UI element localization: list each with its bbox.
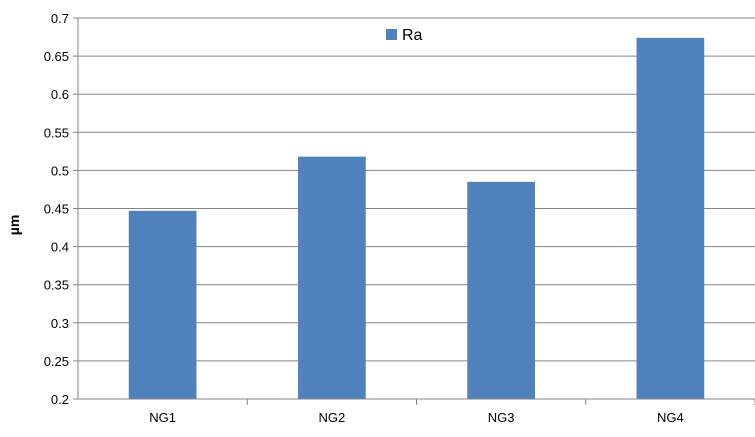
y-tick-label-0.7: 0.7 [51,11,69,26]
legend-label-ra: Ra [402,27,423,44]
y-tick-label-0.45: 0.45 [44,202,69,217]
y-tick-label-0.55: 0.55 [44,125,69,140]
y-tick-labels: 0.2 0.25 0.3 0.35 0.4 0.45 0.5 0.55 0.6 0.65 0.7 [44,11,69,407]
x-tick-labels: NG1 NG2 NG3 NG4 [149,410,683,425]
y-tick-label-0.5: 0.5 [51,163,69,178]
legend: Ra [386,27,423,44]
y-tick-label-0.2: 0.2 [51,392,69,407]
y-tick-label-0.35: 0.35 [44,278,69,293]
x-tick-label-ng2: NG2 [319,410,346,425]
y-tick-label-0.6: 0.6 [51,87,69,102]
bar-ng2 [298,156,366,399]
legend-swatch-ra [386,29,397,40]
y-axis-label: µm [6,215,22,236]
x-tick-label-ng4: NG4 [657,410,684,425]
y-tick-label-0.4: 0.4 [51,240,69,255]
bar-ng4 [636,37,705,399]
x-tick-label-ng1: NG1 [149,410,176,425]
y-tick-label-0.65: 0.65 [44,49,69,64]
bar-ng1 [128,210,197,399]
y-tick-label-0.3: 0.3 [51,316,69,331]
bar-ng3 [467,181,535,399]
axes [73,17,755,405]
y-tick-label-0.25: 0.25 [44,354,69,369]
bar-series-ra [128,37,705,399]
x-tick-label-ng3: NG3 [488,410,515,425]
